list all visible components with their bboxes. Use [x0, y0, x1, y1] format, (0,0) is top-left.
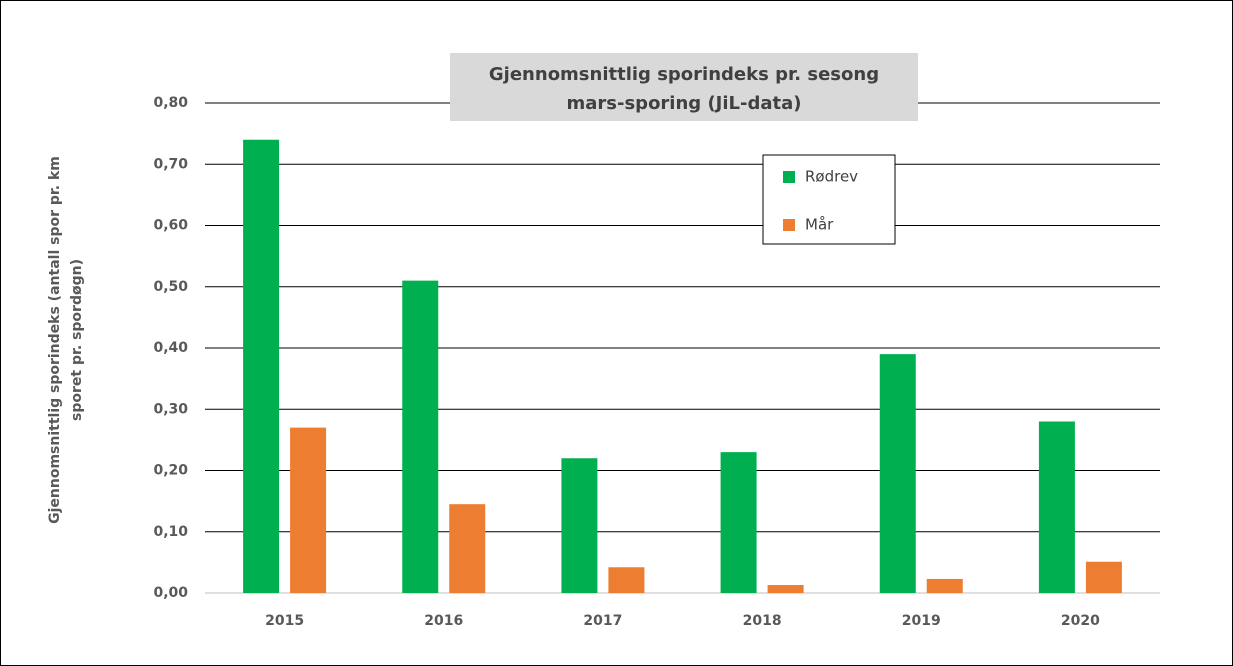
- x-tick-label: 2020: [1061, 613, 1100, 629]
- bar: [767, 585, 804, 593]
- y-tick-label: 0,20: [153, 463, 188, 479]
- legend-label: Mår: [805, 216, 834, 234]
- y-tick-label: 0,50: [153, 279, 188, 295]
- y-tick-label: 0,30: [153, 401, 188, 417]
- bar: [608, 567, 645, 593]
- bar: [926, 578, 963, 593]
- x-tick-label: 2016: [424, 613, 463, 629]
- bar: [879, 354, 916, 593]
- bars: [243, 139, 1122, 593]
- bar: [1038, 421, 1075, 593]
- y-axis-label-line: sporet pr. spordøgn): [69, 259, 85, 421]
- chart-title: mars-sporing (JiL-data): [567, 93, 802, 114]
- legend-swatch: [783, 219, 795, 231]
- y-tick-label: 0,60: [153, 218, 188, 234]
- x-tick-label: 2015: [265, 613, 304, 629]
- y-axis-label: Gjennomsnittlig sporindeks (antall spor …: [47, 156, 85, 524]
- bar: [1085, 561, 1122, 593]
- x-tick-label: 2017: [583, 613, 622, 629]
- y-tick-label: 0,00: [153, 585, 188, 601]
- x-tick-label: 2018: [743, 613, 782, 629]
- y-axis-label-line: Gjennomsnittlig sporindeks (antall spor …: [47, 156, 63, 524]
- bar: [243, 139, 280, 593]
- bar: [449, 504, 486, 593]
- chart-title: Gjennomsnittlig sporindeks pr. sesong: [489, 64, 879, 85]
- bar: [290, 427, 327, 593]
- bar: [561, 458, 598, 593]
- title-box: [450, 53, 918, 121]
- y-tick-label: 0,80: [153, 95, 188, 111]
- y-tick-label: 0,70: [153, 156, 188, 172]
- y-tick-label: 0,10: [153, 524, 188, 540]
- y-tick-label: 0,40: [153, 340, 188, 356]
- legend-label: Rødrev: [805, 168, 858, 186]
- bar: [402, 280, 439, 593]
- legend-swatch: [783, 171, 795, 183]
- legend: Rødrev Mår: [783, 168, 858, 234]
- x-tick-label: 2019: [902, 613, 941, 629]
- bar: [720, 452, 757, 593]
- grid: 0,00 0,10 0,20 0,30 0,40 0,50 0,60 0,70 0,80 2015…: [153, 95, 1160, 629]
